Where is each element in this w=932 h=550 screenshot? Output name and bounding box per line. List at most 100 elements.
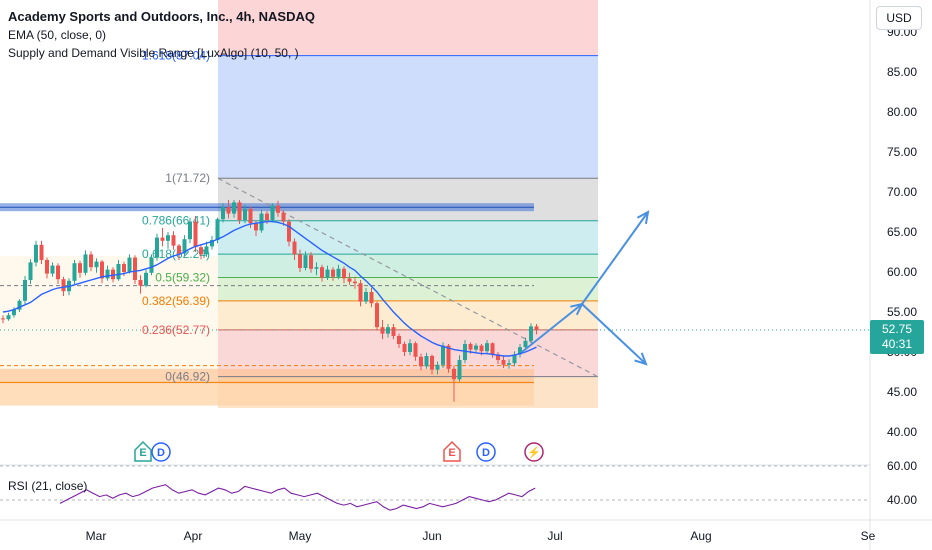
candle-body xyxy=(479,345,484,352)
candle-body xyxy=(435,364,440,370)
candle-body xyxy=(61,279,66,292)
candle-body xyxy=(215,219,220,240)
projection-arrow-up xyxy=(581,211,649,305)
last-price-tag: 52.75 40:31 xyxy=(870,320,924,354)
candle-body xyxy=(303,255,308,268)
candle-body xyxy=(45,260,49,274)
candle-body xyxy=(171,235,176,246)
candle-body xyxy=(94,261,99,268)
projection-arrow-down xyxy=(581,303,647,365)
event-marker-label: ⚡ xyxy=(527,446,541,459)
supply-demand-indicator-label[interactable]: Supply and Demand Visible Range [LuxAlgo… xyxy=(8,46,299,60)
projection-arrow-down-head xyxy=(634,352,648,366)
earnings-marker-icon xyxy=(134,440,152,462)
candle-body xyxy=(441,345,445,365)
candle-body xyxy=(166,235,170,241)
time-tick-label: May xyxy=(289,529,312,543)
candle-body xyxy=(39,244,44,260)
rsi-tick-label: 60.00 xyxy=(887,459,917,473)
candle-body xyxy=(6,315,11,320)
candle-body xyxy=(331,269,335,277)
candle-body xyxy=(347,278,352,282)
price-tick-label: 60.00 xyxy=(887,265,917,279)
candle-body xyxy=(490,343,495,355)
candle-body xyxy=(182,239,187,254)
candle-body xyxy=(111,269,115,280)
candle-body xyxy=(78,263,82,273)
candle-body xyxy=(402,344,407,352)
candle-body xyxy=(518,347,522,355)
candle-body xyxy=(105,269,110,279)
candle-body xyxy=(325,269,330,278)
candle-body xyxy=(507,363,511,365)
symbol-title[interactable]: Academy Sports and Outdoors, Inc., 4h, N… xyxy=(8,9,315,24)
projection-arrow-up-head xyxy=(636,210,650,224)
candle-body xyxy=(50,265,55,274)
candle-body xyxy=(226,207,231,214)
price-tick-label: 80.00 xyxy=(887,105,917,119)
candle-body xyxy=(424,356,429,367)
candle-body xyxy=(204,246,209,255)
candle-body xyxy=(34,244,38,263)
candle-body xyxy=(452,368,456,380)
candle-body xyxy=(534,326,539,330)
candle-body xyxy=(254,223,258,231)
candle-body xyxy=(155,237,159,258)
fib-label-1: 1(71.72) xyxy=(165,171,210,185)
dividend-marker-icon xyxy=(476,442,496,462)
chart-legend: Academy Sports and Outdoors, Inc., 4h, N… xyxy=(8,8,315,62)
candle-body xyxy=(210,240,214,247)
candle-body xyxy=(17,300,22,310)
rsi-line xyxy=(59,484,536,511)
candle-body xyxy=(529,326,533,341)
candle-body xyxy=(342,268,346,279)
candle-body xyxy=(199,247,203,255)
candle-body xyxy=(298,254,302,268)
split-marker-icon xyxy=(524,442,544,462)
candle-body xyxy=(446,345,451,369)
price-tick-label: 70.00 xyxy=(887,185,917,199)
candle-body xyxy=(127,257,132,272)
fib-label-0.786: 0.786(66.41) xyxy=(142,214,210,228)
candle-body xyxy=(232,202,236,214)
candle-body xyxy=(265,213,269,220)
candle-body xyxy=(457,360,462,380)
candle-body xyxy=(270,205,275,220)
fib-zone-0.382 xyxy=(218,300,598,330)
candle-body xyxy=(56,265,60,280)
candle-body xyxy=(188,221,192,240)
fib-extension-area xyxy=(218,0,598,56)
candle-body xyxy=(391,327,396,336)
candle-body xyxy=(122,264,126,272)
candle-body xyxy=(149,257,154,273)
candle-body xyxy=(430,356,434,370)
fib-zone-1.618 xyxy=(218,55,598,179)
event-marker-label: E xyxy=(448,447,455,459)
candle-body xyxy=(463,344,467,360)
fib-zone-0.5 xyxy=(218,277,598,301)
candle-body xyxy=(237,202,242,220)
candle-body xyxy=(144,272,148,286)
currency-button[interactable]: USD xyxy=(876,6,922,30)
fib-zone-1 xyxy=(218,178,598,221)
ema-50-line xyxy=(2,220,537,357)
candle-body xyxy=(116,264,121,280)
price-tick-label: 65.00 xyxy=(887,225,917,239)
candle-body xyxy=(336,268,341,277)
time-tick-label: Apr xyxy=(184,529,203,543)
rsi-indicator-label[interactable]: RSI (21, close) xyxy=(8,479,88,493)
event-marker-label: D xyxy=(482,447,490,459)
rsi-tick-label: 40.00 xyxy=(887,493,917,507)
candle-body xyxy=(287,221,291,242)
fib-label-1.618: 1.618(87.04) xyxy=(142,49,210,63)
candle-body xyxy=(248,208,253,224)
demand-zone-lower xyxy=(0,384,534,406)
candle-body xyxy=(177,245,181,254)
candle-body xyxy=(358,283,363,302)
fib-label-0: 0(46.92) xyxy=(165,370,210,384)
candle-body xyxy=(496,354,500,360)
ema-indicator-label[interactable]: EMA (50, close, 0) xyxy=(8,28,107,42)
candle-body xyxy=(380,327,385,334)
fib-zone-0.786 xyxy=(218,220,598,255)
